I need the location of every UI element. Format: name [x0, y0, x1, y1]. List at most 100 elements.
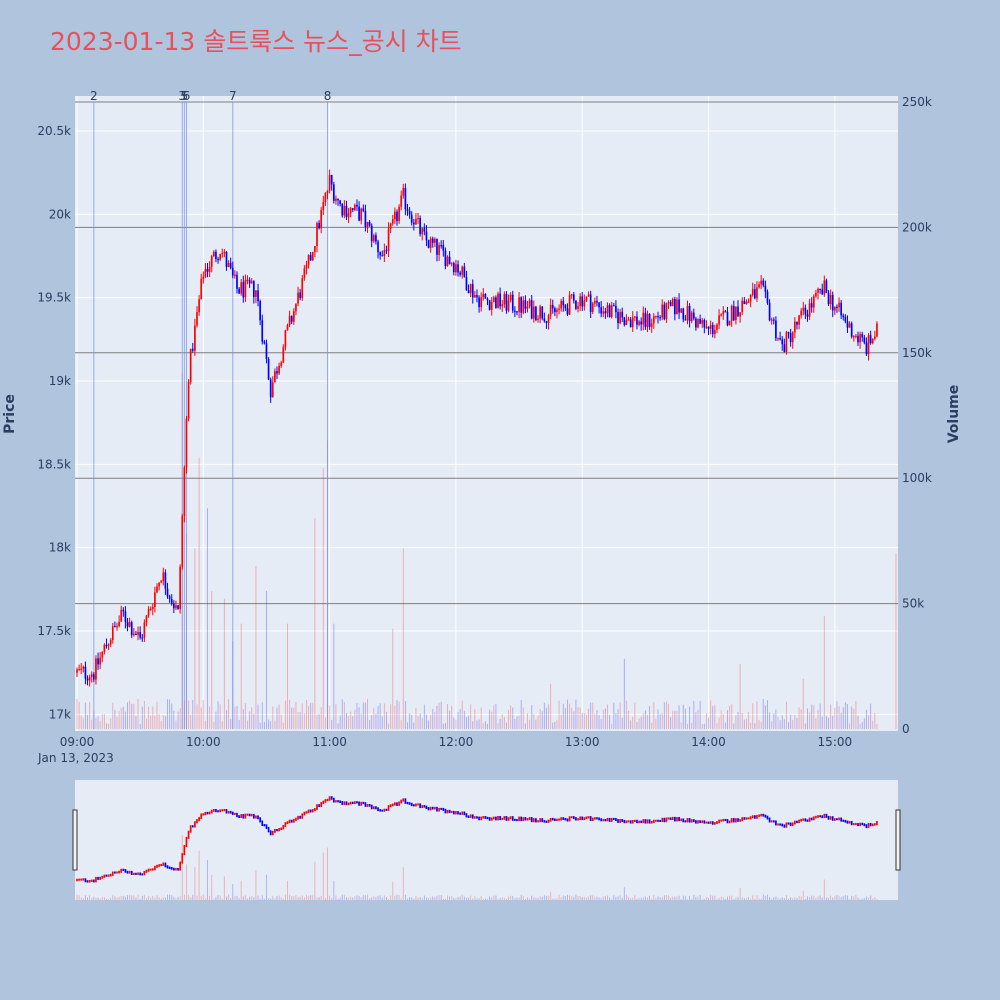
slider-volume-bar [158, 897, 160, 900]
candle-body [314, 245, 316, 253]
slider-volume-bar [554, 898, 556, 900]
volume-bar [251, 707, 253, 729]
volume-bar [615, 713, 617, 729]
candle-body [535, 306, 537, 321]
candle-body [737, 306, 739, 317]
slider-volume-bar [249, 896, 251, 900]
slider-volume-bar [781, 897, 783, 900]
slider-volume-bar [316, 897, 318, 900]
range-handle-left[interactable] [72, 809, 78, 871]
candle-body [539, 306, 541, 319]
slider-volume-bar [501, 897, 503, 900]
y-tick-label: 18k [49, 541, 71, 555]
candle-body [429, 238, 432, 248]
volume-bar [840, 712, 842, 729]
volume-bar [520, 699, 522, 729]
volume-bar [750, 722, 752, 729]
candle-body [415, 218, 417, 225]
slider-volume-bar [750, 898, 752, 900]
slider-candle [330, 796, 333, 800]
slider-candle [316, 804, 318, 811]
volume-bar [91, 719, 93, 729]
candle-body [732, 306, 735, 321]
volume-bar [211, 591, 213, 729]
volume-bar [360, 713, 362, 729]
slider-volume-bar [731, 895, 733, 900]
slider-candle [345, 801, 348, 806]
candle-body [158, 582, 160, 587]
candle-body [457, 264, 459, 273]
slider-volume-bar [821, 897, 823, 900]
candle-body [711, 324, 714, 335]
slider-volume-bar [377, 895, 379, 900]
main-plot-area [75, 96, 898, 731]
slider-candle [97, 876, 99, 880]
candle-body [269, 379, 272, 398]
slider-volume-bar [234, 895, 236, 900]
volume-bar [754, 723, 756, 729]
slider-volume-bar [253, 897, 255, 900]
slider-volume-bar [834, 896, 836, 900]
slider-candle [158, 864, 160, 867]
slider-candle [646, 819, 649, 824]
volume-bar [581, 712, 583, 729]
range-handle-right[interactable] [895, 809, 901, 871]
volume-bar [402, 548, 404, 729]
candle-body [455, 264, 457, 273]
candle-body [128, 622, 131, 627]
volume-bar [348, 716, 350, 729]
slider-volume-bar [518, 897, 520, 900]
volume-bar [164, 716, 166, 729]
slider-candle [118, 870, 120, 874]
candle-body [549, 304, 552, 316]
slider-candle [160, 863, 163, 867]
slider-volume-bar [385, 896, 387, 900]
slider-volume-bar [573, 896, 575, 900]
candle-body [105, 644, 108, 647]
volume-bar [295, 701, 297, 729]
slider-volume-bar [724, 898, 726, 900]
candle-body [442, 245, 445, 251]
volume-bar [670, 717, 672, 729]
slider-candle [231, 811, 234, 815]
slider-volume-bar [305, 894, 307, 900]
slider-candle [671, 816, 674, 821]
slider-candle [732, 818, 735, 823]
slider-volume-bar [230, 898, 232, 900]
slider-candle [623, 819, 626, 824]
candle-body [103, 644, 106, 652]
slider-volume-bar [188, 894, 190, 900]
volume-bar [710, 700, 712, 729]
slider-candle [364, 802, 367, 807]
slider-candle [720, 819, 723, 822]
volume-bar [423, 704, 425, 729]
volume-bar [287, 623, 288, 729]
candle-body [476, 294, 478, 298]
volume-bar [794, 714, 796, 729]
range-slider[interactable] [72, 780, 901, 900]
volume-gridlines [75, 101, 898, 605]
candle-body [783, 344, 786, 352]
slider-volume-bar [280, 897, 282, 900]
candle-body [722, 311, 725, 315]
slider-candle [560, 817, 563, 821]
slider-volume-bar [114, 896, 116, 900]
slider-candle [779, 823, 781, 826]
volume-bar [859, 723, 861, 729]
volume-bar [291, 707, 293, 729]
slider-candle [838, 817, 840, 821]
slider-candle [421, 805, 424, 809]
candle-body [800, 310, 803, 316]
volume-bar [259, 722, 261, 729]
volume-bar [771, 721, 773, 729]
volume-bar [137, 698, 139, 729]
slider-candle [223, 809, 226, 812]
volume-bar [421, 718, 423, 729]
candle-body [735, 306, 737, 321]
slider-volume-bar [129, 894, 131, 900]
volume-bar [489, 709, 491, 729]
range-slider-background [75, 780, 898, 900]
slider-candle [248, 813, 251, 817]
volume-bar [322, 468, 324, 729]
candle-body [202, 276, 205, 279]
